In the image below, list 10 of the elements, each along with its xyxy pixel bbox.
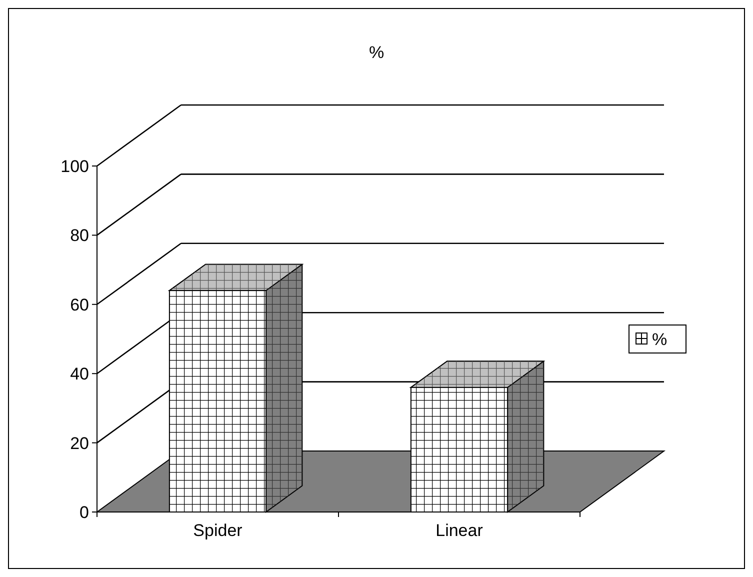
legend-label: % [652, 330, 668, 349]
chart-title: % [368, 43, 384, 62]
y-tick-label: 60 [70, 295, 89, 314]
x-tick-label: Linear [436, 521, 484, 540]
y-tick-label: 20 [70, 434, 89, 453]
y-tick-label: 0 [80, 502, 89, 522]
x-tick-label: Spider [193, 521, 243, 540]
y-tick-label: 80 [70, 226, 89, 246]
y-tick-label: 40 [70, 364, 89, 384]
y-tick-label: 100 [60, 156, 89, 176]
